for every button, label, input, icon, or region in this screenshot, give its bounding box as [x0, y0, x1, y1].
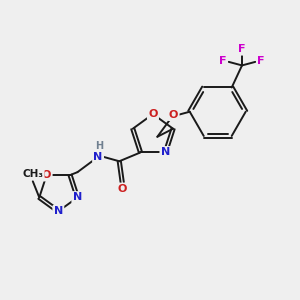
Text: F: F	[257, 56, 265, 66]
Text: CH₃: CH₃	[22, 169, 43, 179]
Text: N: N	[161, 147, 170, 158]
Text: O: O	[169, 110, 178, 120]
Text: F: F	[219, 56, 226, 66]
Text: O: O	[148, 109, 158, 119]
Text: N: N	[73, 193, 82, 202]
Text: N: N	[54, 206, 63, 216]
Text: N: N	[94, 152, 103, 162]
Text: O: O	[118, 184, 127, 194]
Text: O: O	[42, 170, 51, 180]
Text: H: H	[95, 141, 104, 151]
Text: F: F	[238, 44, 246, 54]
